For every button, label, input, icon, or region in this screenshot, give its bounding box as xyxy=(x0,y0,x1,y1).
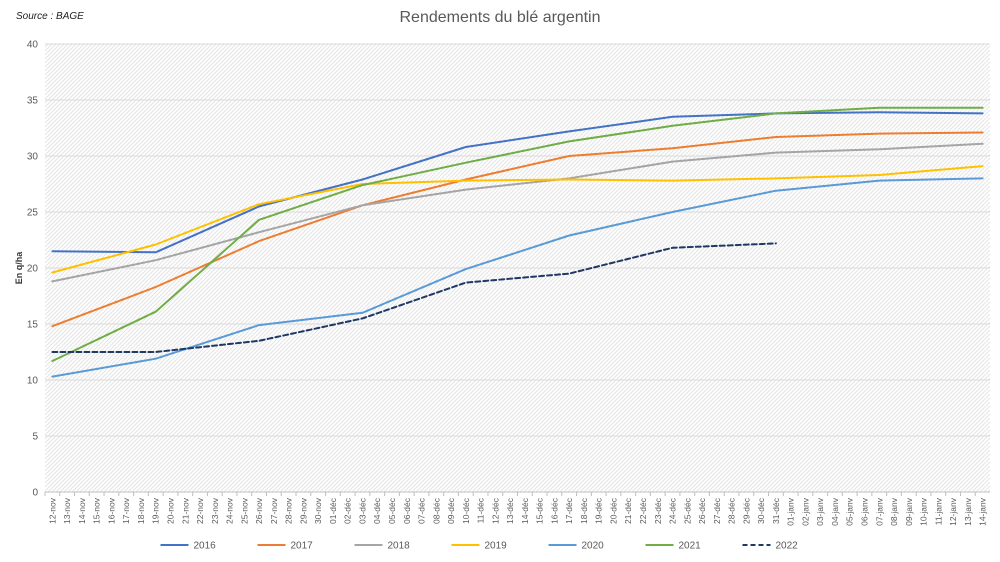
legend-label-2018: 2018 xyxy=(388,541,411,552)
series-line-2022 xyxy=(51,242,777,353)
y-axis-label: En q/ha xyxy=(14,251,24,284)
x-tick-label: 26-nov xyxy=(254,497,264,524)
x-tick-label: 29-nov xyxy=(298,497,308,524)
x-tick-label: 09-déc xyxy=(446,497,456,524)
x-tick-label: 14-déc xyxy=(520,497,530,524)
x-tick-label: 18-déc xyxy=(579,497,589,524)
x-tick-label: 13-déc xyxy=(505,497,515,524)
x-tick-label: 30-déc xyxy=(756,497,766,524)
x-tick-label: 20-déc xyxy=(608,497,618,524)
x-tick-label: 14-nov xyxy=(77,497,87,524)
x-tick-label: 25-déc xyxy=(682,497,692,524)
chart-title: Rendements du blé argentin xyxy=(399,9,601,26)
y-tick-label: 10 xyxy=(27,376,39,387)
y-tick-label: 30 xyxy=(27,152,39,163)
x-tick-label: 27-nov xyxy=(269,497,279,524)
x-tick-label: 16-déc xyxy=(549,497,559,524)
x-tick-label: 04-déc xyxy=(372,497,382,524)
x-tick-label: 15-déc xyxy=(535,497,545,524)
x-tick-label: 09-janv xyxy=(904,497,914,526)
series-line-2020 xyxy=(51,177,984,378)
x-tick-label: 17-déc xyxy=(564,497,574,524)
x-tick-label: 02-déc xyxy=(343,497,353,524)
legend-label-2019: 2019 xyxy=(485,541,508,552)
x-tick-label: 07-janv xyxy=(874,497,884,526)
legend-label-2022: 2022 xyxy=(776,541,799,552)
series-line-2016 xyxy=(51,111,984,254)
x-tick-label: 03-déc xyxy=(357,497,367,524)
x-tick-label: 01-déc xyxy=(328,497,338,524)
y-tick-label: 15 xyxy=(27,320,39,331)
x-tick-label: 20-nov xyxy=(166,497,176,524)
x-tick-label: 05-janv xyxy=(845,497,855,526)
x-tick-label: 28-nov xyxy=(284,497,294,524)
x-tick-label: 12-déc xyxy=(490,497,500,524)
x-tick-label: 11-déc xyxy=(476,497,486,523)
x-tick-label: 16-nov xyxy=(106,497,116,524)
y-tick-label: 0 xyxy=(32,488,38,499)
series-line-2018 xyxy=(51,142,984,283)
y-tick-label: 40 xyxy=(27,40,39,51)
legend-label-2017: 2017 xyxy=(291,541,314,552)
x-tick-label: 15-nov xyxy=(92,497,102,524)
source-note: Source : BAGE xyxy=(16,11,84,22)
y-tick-label: 20 xyxy=(27,264,39,275)
x-tick-label: 10-janv xyxy=(919,497,929,526)
x-tick-label: 07-déc xyxy=(417,497,427,524)
x-tick-label: 13-nov xyxy=(62,497,72,524)
series-line-2017 xyxy=(51,131,984,328)
x-tick-label: 21-nov xyxy=(180,497,190,524)
x-tick-label: 19-nov xyxy=(151,497,161,524)
x-tick-label: 21-déc xyxy=(623,497,633,524)
x-tick-label: 06-déc xyxy=(402,497,412,524)
x-tick-label: 08-janv xyxy=(889,497,899,526)
series-line-2021 xyxy=(51,106,984,362)
x-tick-label: 23-déc xyxy=(653,497,663,524)
legend-label-2020: 2020 xyxy=(582,541,605,552)
x-tick-label: 22-nov xyxy=(195,497,205,524)
x-tick-label: 27-déc xyxy=(712,497,722,524)
x-tick-label: 12-janv xyxy=(948,497,958,526)
y-tick-label: 25 xyxy=(27,208,39,219)
x-tick-label: 01-janv xyxy=(786,497,796,526)
x-tick-label: 30-nov xyxy=(313,497,323,524)
x-tick-label: 17-nov xyxy=(121,497,131,524)
x-tick-label: 24-nov xyxy=(225,497,235,524)
x-tick-label: 05-déc xyxy=(387,497,397,524)
x-tick-label: 26-déc xyxy=(697,497,707,524)
x-tick-label: 11-janv xyxy=(933,497,943,525)
x-tick-label: 08-déc xyxy=(431,497,441,524)
y-tick-label: 35 xyxy=(27,96,39,107)
x-tick-label: 23-nov xyxy=(210,497,220,524)
x-tick-label: 31-déc xyxy=(771,497,781,524)
x-tick-label: 18-nov xyxy=(136,497,146,524)
x-tick-label: 02-janv xyxy=(800,497,810,526)
y-tick-label: 5 xyxy=(32,432,38,443)
x-tick-label: 06-janv xyxy=(859,497,869,526)
x-tick-label: 14-janv xyxy=(978,497,988,526)
x-tick-label: 24-déc xyxy=(668,497,678,524)
x-tick-label: 12-nov xyxy=(47,497,57,524)
x-tick-label: 19-déc xyxy=(594,497,604,524)
x-tick-label: 04-janv xyxy=(830,497,840,526)
x-tick-label: 22-déc xyxy=(638,497,648,524)
x-tick-label: 13-janv xyxy=(963,497,973,526)
series-line-2019 xyxy=(51,165,984,274)
x-tick-label: 28-déc xyxy=(727,497,737,524)
legend-label-2016: 2016 xyxy=(194,541,217,552)
x-tick-label: 29-déc xyxy=(741,497,751,524)
legend-label-2021: 2021 xyxy=(679,541,702,552)
x-tick-label: 25-nov xyxy=(239,497,249,524)
x-tick-label: 03-janv xyxy=(815,497,825,526)
x-tick-label: 10-déc xyxy=(461,497,471,524)
